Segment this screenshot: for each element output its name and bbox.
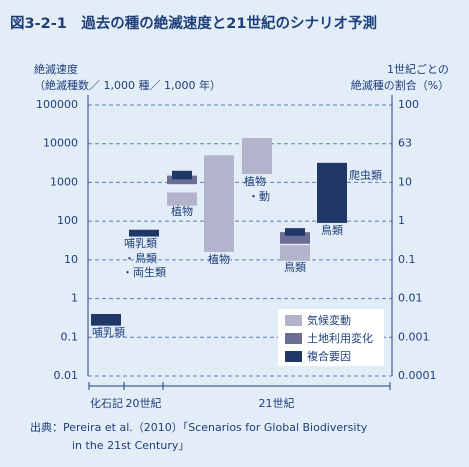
- bar-label: 鳥類: [321, 223, 343, 237]
- y2-tick-label: 63: [398, 137, 412, 150]
- legend-label: 土地利用変化: [307, 331, 373, 345]
- bar: [172, 170, 192, 180]
- y-axis-label: （絶滅種数／ 1,000 種／ 1,000 年）: [34, 78, 221, 92]
- y-tick-label: 0.1: [61, 330, 79, 343]
- y-axis-label: 絶滅速度: [34, 62, 78, 76]
- bar: [285, 228, 305, 236]
- bar: [317, 162, 347, 223]
- y-tick-label: 1: [71, 292, 78, 305]
- y2-tick-label: 100: [398, 98, 419, 111]
- legend-swatch: [285, 351, 302, 362]
- y-tick-label: 100000: [36, 98, 78, 111]
- bar: [280, 245, 310, 261]
- legend-swatch: [285, 315, 302, 326]
- era-label: 化石記: [90, 396, 123, 410]
- y-tick-label: 100: [57, 214, 78, 227]
- bar: [167, 175, 197, 185]
- era-label: 20世紀: [126, 397, 162, 410]
- y2-axis-label: 1世紀ごとの: [387, 62, 449, 76]
- legend-label: 複合要因: [307, 349, 351, 363]
- y2-tick-label: 10: [398, 175, 412, 188]
- bar: [129, 229, 159, 237]
- y2-axis-label: 絶滅種の割合（%）: [351, 78, 449, 92]
- y-tick-label: 1000: [50, 175, 78, 188]
- y2-tick-label: 1: [398, 214, 405, 227]
- y-tick-label: 10: [64, 253, 78, 266]
- bar-label: 植物: [171, 204, 193, 218]
- bar: [242, 138, 272, 175]
- source: in the 21st Century」: [72, 439, 189, 452]
- source: 出典：Pereira et al.（2010）「Scenarios for Gl…: [30, 420, 368, 434]
- y2-tick-label: 0.001: [398, 330, 430, 343]
- bar: [91, 313, 121, 326]
- bar-label: 鳥類: [284, 260, 306, 274]
- bar-label: 爬虫類: [349, 169, 382, 182]
- bar-label: ・鳥類: [124, 251, 157, 265]
- bar-label: 植物: [244, 174, 266, 188]
- legend-swatch: [285, 333, 302, 344]
- bar-label: ・動: [248, 189, 270, 203]
- bar: [280, 232, 310, 244]
- bar: [167, 192, 197, 206]
- bar-label: 哺乳類: [92, 326, 125, 339]
- y-tick-label: 0.01: [54, 369, 79, 382]
- y2-tick-label: 0.1: [398, 253, 416, 266]
- y2-tick-label: 0.01: [398, 292, 423, 305]
- y2-tick-label: 0.0001: [398, 369, 437, 382]
- era-label: 21世紀: [259, 397, 295, 410]
- y-tick-label: 10000: [43, 137, 78, 150]
- bar: [204, 155, 234, 252]
- bar-label: 植物: [208, 252, 230, 266]
- bar-label: ・両生類: [122, 265, 166, 279]
- chart-title: 図3-2-1 過去の種の絶滅速度と21世紀のシナリオ予測: [10, 14, 377, 32]
- legend-label: 気候変動: [307, 313, 351, 327]
- bar-label: 哺乳類: [124, 237, 157, 250]
